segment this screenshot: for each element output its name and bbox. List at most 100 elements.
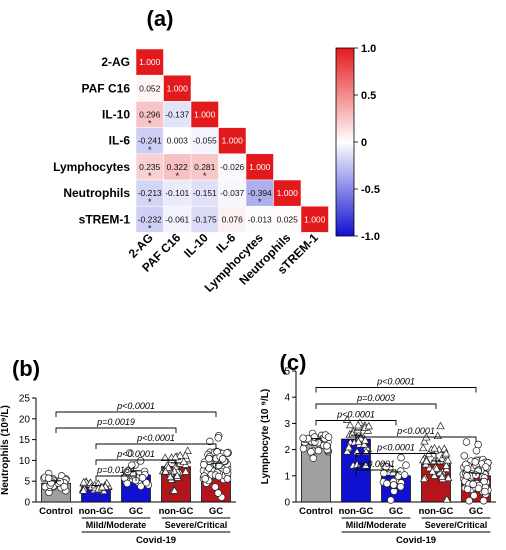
p-value-label: p<0.0001 xyxy=(336,410,375,420)
data-point xyxy=(142,479,151,487)
row-label: 2-AG xyxy=(101,55,130,69)
significance-mark: * xyxy=(148,197,152,207)
row-label: sTREM-1 xyxy=(79,212,131,226)
y-tick-label: 25 xyxy=(19,394,31,405)
heatmap-value: 1.000 xyxy=(304,214,326,224)
x-tick-label: non-GC xyxy=(79,506,114,517)
significance-bracket xyxy=(95,443,217,449)
group-label: Mild/Moderate xyxy=(346,520,407,530)
data-point xyxy=(200,460,208,469)
heatmap-value: -0.037 xyxy=(220,188,244,198)
data-point xyxy=(422,456,431,465)
heatmap-cell xyxy=(245,153,274,181)
y-axis-label: Lymphocyte (10 ⁹/L) xyxy=(260,389,271,485)
data-point xyxy=(137,482,145,491)
data-point xyxy=(469,480,477,489)
p-value-label: p<0.0001 xyxy=(376,377,415,387)
heatmap-cell xyxy=(218,179,247,207)
data-point xyxy=(437,472,447,480)
heatmap-value: -0.213 xyxy=(138,188,162,198)
heatmap-cell xyxy=(218,153,247,181)
data-point xyxy=(465,496,473,505)
significance-mark: * xyxy=(203,171,207,181)
data-point xyxy=(211,483,219,491)
y-tick-label: 3 xyxy=(284,419,290,430)
data-point xyxy=(218,455,227,463)
data-point xyxy=(160,453,170,462)
data-point xyxy=(442,461,451,469)
p-value-label: p<0.0001 xyxy=(356,459,395,469)
significance-bracket xyxy=(315,387,477,393)
data-point xyxy=(433,431,442,440)
x-tick-label: GC xyxy=(209,506,223,517)
data-point xyxy=(361,461,370,469)
heatmap-value: 0.281 xyxy=(194,162,216,172)
data-point xyxy=(79,477,88,486)
data-point xyxy=(419,474,429,482)
data-point xyxy=(309,454,318,463)
data-point xyxy=(214,472,223,481)
data-point xyxy=(128,461,136,469)
heatmap-cell xyxy=(273,179,302,207)
y-tick-label: 5 xyxy=(284,367,290,378)
heatmap-value: -0.175 xyxy=(193,214,217,224)
p-value-label: p=0.0164 xyxy=(96,465,135,475)
colorbar-tick-label: 0 xyxy=(361,137,367,149)
heatmap-value: -0.394 xyxy=(248,188,272,198)
data-point xyxy=(323,442,331,450)
significance-bracket xyxy=(355,469,397,475)
data-point xyxy=(418,443,428,452)
data-point xyxy=(428,466,437,475)
data-point xyxy=(214,434,223,442)
data-point xyxy=(307,448,315,456)
heatmap-value: -0.241 xyxy=(138,136,162,146)
group-label: Severe/Critical xyxy=(165,520,228,530)
data-point xyxy=(441,448,451,457)
data-point xyxy=(310,433,319,441)
data-point xyxy=(444,473,453,482)
heatmap-cell xyxy=(163,101,192,128)
y-tick-label: 0 xyxy=(284,498,290,509)
data-point xyxy=(44,474,53,483)
data-point xyxy=(442,495,452,503)
data-point xyxy=(425,463,434,472)
x-tick-label: GC xyxy=(469,506,483,517)
significance-mark: * xyxy=(148,145,152,155)
y-tick-label: 15 xyxy=(19,435,31,446)
data-point xyxy=(353,460,362,468)
heatmap-value: 0.296 xyxy=(139,110,161,120)
data-point xyxy=(175,451,185,459)
significance-bracket xyxy=(315,403,437,409)
colorbar: 1.0 0.5 0 -0.5 -1.0 xyxy=(335,43,380,243)
row-label: Neutrophils xyxy=(63,186,130,200)
row-label: PAF C16 xyxy=(82,81,131,95)
heatmap-value: 1.000 xyxy=(194,110,216,120)
heatmap-value: -0.137 xyxy=(165,110,189,120)
data-point xyxy=(400,471,409,479)
significance-mark: * xyxy=(148,119,152,129)
data-point xyxy=(396,483,405,491)
data-point xyxy=(481,487,489,496)
data-point xyxy=(471,458,479,466)
panel-label-b: (b) xyxy=(12,356,40,381)
data-point xyxy=(299,444,308,453)
x-tick-label: GC xyxy=(389,506,403,517)
x-tick-label: Control xyxy=(39,506,73,517)
p-value-label: p<0.0001 xyxy=(116,401,155,411)
data-point xyxy=(223,475,232,483)
data-point xyxy=(389,481,398,489)
colorbar-ticks: 1.0 0.5 0 -0.5 -1.0 xyxy=(354,43,380,243)
heatmap-value: 1.000 xyxy=(222,136,244,146)
data-point xyxy=(443,455,453,464)
heatmap-cell xyxy=(135,205,164,233)
data-point xyxy=(460,452,469,460)
data-point xyxy=(380,469,388,477)
data-point xyxy=(470,491,478,500)
y-tick-label: 2 xyxy=(284,445,290,456)
p-value-label: p<0.0001 xyxy=(376,443,415,453)
colorbar-gradient xyxy=(335,47,355,237)
data-point xyxy=(387,496,395,504)
data-point xyxy=(474,440,482,449)
